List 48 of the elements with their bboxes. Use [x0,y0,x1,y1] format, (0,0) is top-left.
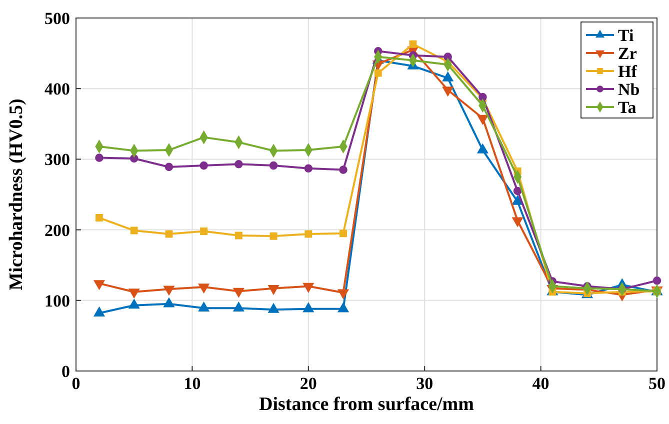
point [374,69,382,77]
point [198,302,210,312]
y-tick-label: 400 [44,80,70,99]
point [340,230,347,238]
point [200,161,208,170]
y-tick-label: 200 [44,220,70,240]
point [409,40,417,48]
point [94,306,105,316]
point [164,162,174,172]
point [269,161,278,170]
legend-label: Nb [618,80,640,99]
point [302,302,314,312]
x-tick-label: 30 [416,374,434,393]
y-tick-label: 300 [44,150,70,170]
y-tick-label: 100 [44,291,70,310]
point [96,214,103,222]
point [442,86,454,96]
point [338,302,349,312]
point [652,276,662,285]
point [234,160,243,168]
point [304,230,312,238]
point [268,303,279,313]
legend-label: Ti [618,26,634,45]
x-axis-title: Distance from surface/mm [259,394,474,415]
point [513,186,522,196]
point [339,166,348,174]
y-tick-label: 0 [62,362,70,381]
legend-label: Zr [618,44,638,63]
point [512,195,523,205]
legend-label: Ta [618,98,637,117]
x-tick-label: 50 [648,374,666,393]
point [200,227,208,235]
point [270,232,278,240]
y-axis-title: Microhardness (HV0.5) [6,98,27,290]
point [233,302,244,312]
point [304,164,313,173]
point [130,226,138,234]
point [165,230,173,238]
point [477,114,488,124]
point [128,299,140,309]
y-tick-label: 500 [44,9,70,28]
point [164,298,174,308]
point [234,232,242,240]
legend-label: Hf [618,62,638,81]
x-tick-label: 20 [300,374,317,393]
x-tick-label: 10 [184,374,201,393]
x-tick-label: 40 [532,374,550,393]
point [95,154,104,162]
